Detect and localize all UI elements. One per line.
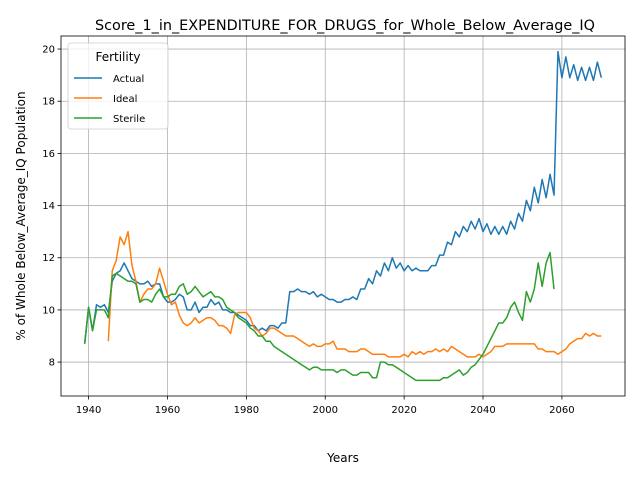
legend-entries: Actual Ideal Sterile	[74, 74, 145, 125]
y-tick-label: 18	[42, 97, 55, 108]
series-line-ideal	[107, 230, 602, 358]
x-tick-label: 2060	[549, 405, 574, 416]
legend: Fertility Actual Ideal Sterile	[67, 42, 169, 130]
y-tick-label: 14	[42, 201, 55, 212]
legend-label-sterile: Sterile	[113, 114, 145, 125]
y-tick-label: 8	[49, 358, 55, 369]
series-line-sterile	[83, 251, 555, 382]
y-tick-label: 20	[42, 45, 55, 56]
chart-title: Score_1_in_EXPENDITURE_FOR_DRUGS_for_Who…	[95, 18, 595, 34]
x-axis-label: Years	[326, 451, 359, 465]
y-tick-label: 16	[42, 149, 55, 160]
x-tick-label: 1980	[234, 405, 259, 416]
legend-box	[67, 42, 169, 130]
gridlines	[61, 36, 625, 396]
y-tick-label: 10	[42, 305, 55, 316]
x-tick-label: 2000	[313, 405, 338, 416]
legend-label-actual: Actual	[113, 74, 144, 85]
x-tick-label: 2040	[470, 405, 495, 416]
x-tick-label: 2020	[391, 405, 416, 416]
plot-area-frame	[60, 35, 626, 397]
x-tick-label: 1960	[155, 405, 180, 416]
legend-label-ideal: Ideal	[113, 94, 137, 105]
series-lines	[83, 50, 603, 382]
legend-title: Fertility	[95, 50, 140, 64]
x-tick-label: 1940	[76, 405, 101, 416]
x-axis-ticks: 1940 1960 1980 2000 2020 2040 2060	[76, 396, 575, 416]
y-axis-ticks: 8 10 12 14 16 18 20	[42, 45, 61, 369]
y-axis-label: % of Whole Below_Average_IQ Population	[14, 91, 28, 340]
y-tick-label: 12	[42, 253, 55, 264]
